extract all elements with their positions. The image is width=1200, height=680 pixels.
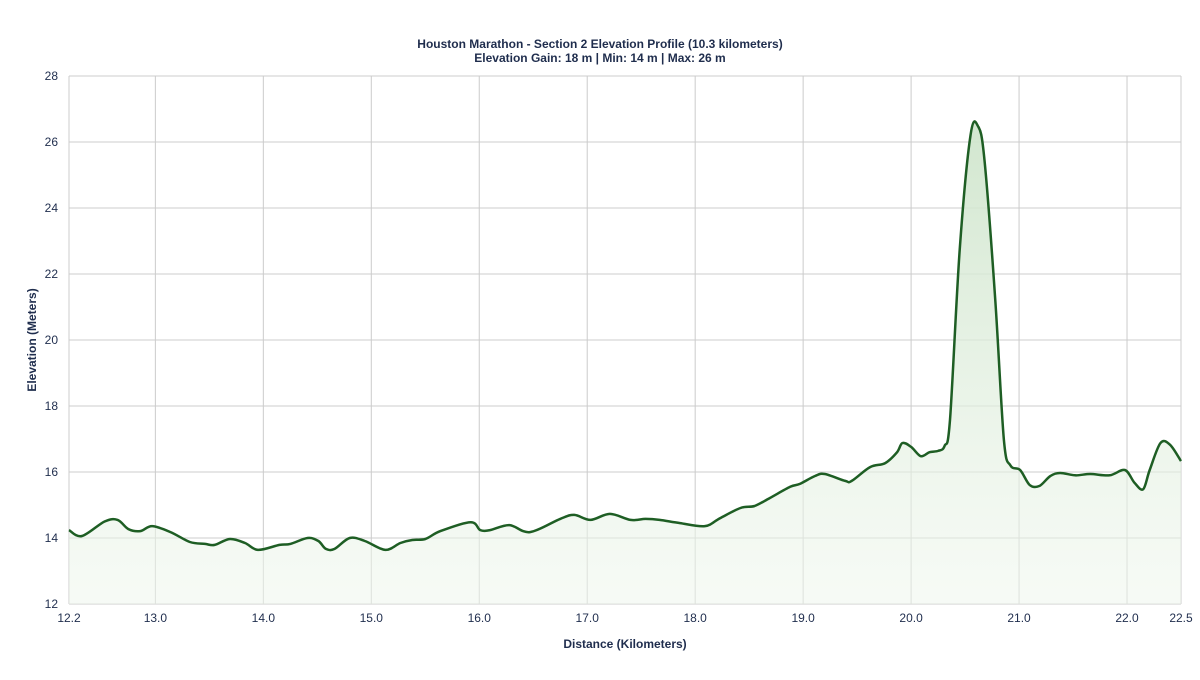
x-tick-label: 22.5 <box>1169 611 1193 625</box>
x-tick-label: 12.2 <box>57 611 81 625</box>
y-tick-label: 18 <box>45 399 59 413</box>
x-tick-label: 20.0 <box>899 611 923 625</box>
y-tick-label: 12 <box>45 597 59 611</box>
x-tick-label: 17.0 <box>576 611 600 625</box>
chart-title: Houston Marathon - Section 2 Elevation P… <box>417 37 782 51</box>
x-tick-label: 21.0 <box>1007 611 1031 625</box>
elevation-area <box>69 121 1181 604</box>
x-tick-label: 15.0 <box>360 611 384 625</box>
elevation-line <box>68 120 1183 552</box>
x-tick-label: 19.0 <box>791 611 815 625</box>
x-tick-label: 13.0 <box>144 611 168 625</box>
y-tick-label: 20 <box>45 333 59 347</box>
y-axis-label: Elevation (Meters) <box>25 288 39 391</box>
x-axis-label: Distance (Kilometers) <box>563 637 686 651</box>
y-tick-label: 28 <box>45 69 59 83</box>
x-tick-label: 14.0 <box>252 611 276 625</box>
x-tick-label: 22.0 <box>1115 611 1139 625</box>
y-tick-label: 16 <box>45 465 59 479</box>
x-tick-label: 16.0 <box>468 611 492 625</box>
y-tick-label: 14 <box>45 531 59 545</box>
chart-subtitle: Elevation Gain: 18 m | Min: 14 m | Max: … <box>474 51 725 65</box>
y-tick-label: 22 <box>45 267 59 281</box>
x-tick-label: 18.0 <box>683 611 707 625</box>
y-axis-ticks: 12 14 16 18 20 22 24 26 28 <box>45 69 59 611</box>
x-axis-ticks: 12.2 13.0 14.0 15.0 16.0 17.0 18.0 19.0 20.0 21.0… <box>57 611 1193 625</box>
y-tick-label: 24 <box>45 201 59 215</box>
y-tick-label: 26 <box>45 135 59 149</box>
